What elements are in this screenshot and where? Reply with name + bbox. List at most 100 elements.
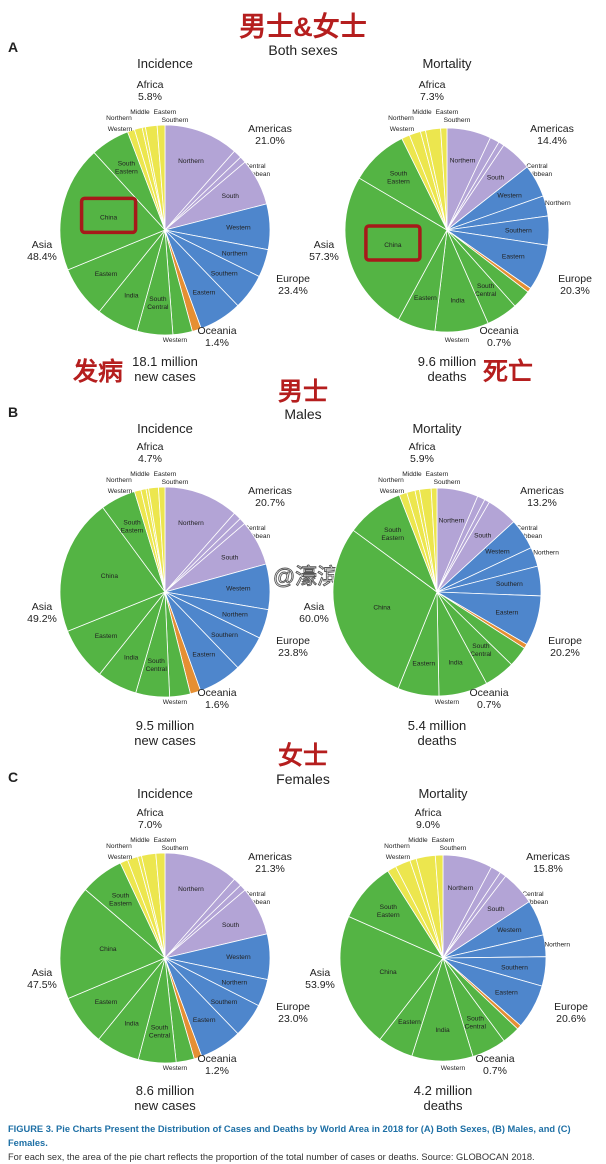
subregion-label: South: [474, 532, 492, 539]
region-percent-europe: 23.0%: [278, 1013, 308, 1025]
region-label-asia: Asia: [32, 239, 53, 251]
subregion-label: China: [100, 214, 118, 221]
chart-total-unit: new cases: [134, 369, 196, 384]
region-label-asia: Asia: [32, 601, 53, 613]
subregion-label: South Eastern: [109, 893, 132, 908]
subregion-label: South Eastern: [121, 519, 144, 534]
subregion-label: Eastern: [154, 837, 177, 844]
subregion-label: Northern: [178, 520, 204, 527]
subregion-label: Northern: [222, 612, 248, 619]
chart-title: Mortality: [422, 56, 472, 71]
region-percent-americas: 13.2%: [527, 497, 557, 509]
subregion-label: Western: [497, 927, 522, 934]
region-percent-africa: 7.3%: [420, 91, 444, 103]
region-label-oceania: Oceania: [197, 687, 236, 699]
chart-title: Incidence: [137, 786, 193, 801]
region-label-africa: Africa: [137, 807, 164, 819]
subregion-label: Western: [445, 337, 470, 344]
chart-total-unit: deaths: [427, 369, 467, 384]
pie-slice-africa-southern: [157, 486, 166, 593]
pie-slice-americas-northern: [164, 852, 236, 960]
region-percent-africa: 5.8%: [138, 91, 162, 103]
subregion-label: South Eastern: [381, 527, 404, 542]
subregion-label: India: [435, 1027, 450, 1034]
pie-slice-africa-southern: [156, 124, 166, 231]
region-label-americas: Americas: [530, 123, 574, 135]
region-percent-asia: 48.4%: [27, 251, 57, 263]
subregion-label: Western: [435, 699, 460, 706]
region-label-europe: Europe: [554, 1001, 588, 1013]
region-label-oceania: Oceania: [475, 1053, 514, 1065]
subregion-label: Middle: [130, 471, 150, 478]
subregion-label: South Central: [465, 1015, 487, 1030]
chart-total: 18.1 million: [132, 354, 198, 369]
subregion-label: Western: [108, 126, 133, 133]
subregion-label: China: [99, 946, 117, 953]
subregion-label: China: [373, 605, 391, 612]
region-label-americas: Americas: [248, 485, 292, 497]
pie-slice-americas-northern: [164, 124, 236, 232]
region-label-africa: Africa: [137, 79, 164, 91]
subregion-label: Eastern: [496, 609, 519, 616]
region-label-africa: Africa: [137, 441, 164, 453]
subregion-label: Western: [108, 854, 133, 861]
region-label-americas: Americas: [248, 851, 292, 863]
subregion-label: South Central: [470, 643, 492, 658]
chart-total: 4.2 million: [414, 1083, 473, 1098]
onset-label-cn: 发病: [72, 357, 123, 386]
china-highlight-box: [79, 196, 138, 235]
subregion-label: Northern: [222, 250, 248, 257]
subregion-label: China: [384, 242, 402, 249]
region-percent-oceania: 1.2%: [205, 1065, 229, 1077]
region-percent-americas: 21.3%: [255, 863, 285, 875]
subregion-label: Central: [526, 163, 548, 170]
region-percent-africa: 5.9%: [410, 453, 434, 465]
subregion-label: Eastern: [412, 661, 435, 668]
subregion-label: Caribbean: [240, 171, 271, 178]
pie-slice-asia-china: [59, 888, 166, 1000]
death-label-cn: 死亡: [483, 357, 533, 386]
pie-slice-africa-southern: [440, 127, 448, 231]
panel-letter-b: B: [8, 404, 18, 420]
region-percent-asia: 47.5%: [27, 979, 57, 991]
subregion-label: South: [222, 193, 240, 200]
subregion-label: Middle: [412, 109, 432, 116]
region-label-asia: Asia: [310, 967, 331, 979]
chart-total: 9.5 million: [136, 718, 195, 733]
region-percent-africa: 9.0%: [416, 819, 440, 831]
subregion-label: Northern: [106, 477, 132, 484]
pie-slice-asia-china: [339, 915, 444, 1040]
chart-total-unit: deaths: [423, 1098, 463, 1113]
subregion-label: Eastern: [398, 1019, 421, 1026]
subregion-label: Eastern: [432, 837, 455, 844]
region-percent-oceania: 1.6%: [205, 699, 229, 711]
subregion-label: China: [379, 969, 397, 976]
subregion-label: China: [101, 573, 119, 580]
subregion-label: South: [221, 554, 239, 561]
region-percent-oceania: 0.7%: [477, 699, 501, 711]
subregion-label: India: [124, 1021, 139, 1028]
caption-line-2: For each sex, the area of the pie chart …: [8, 1152, 535, 1162]
subregion-label: Central: [522, 891, 544, 898]
subregion-label: Northern: [106, 115, 132, 122]
chart-total: 8.6 million: [136, 1083, 195, 1098]
group-subtitle-males: Males: [284, 406, 321, 422]
region-label-americas: Americas: [526, 851, 570, 863]
region-percent-americas: 20.7%: [255, 497, 285, 509]
chart-total-unit: new cases: [134, 733, 196, 748]
subregion-label: South: [487, 175, 505, 182]
subregion-label: Caribbean: [522, 171, 553, 178]
subregion-label: Southern: [211, 632, 238, 639]
region-label-africa: Africa: [409, 441, 436, 453]
subregion-label: Western: [390, 126, 415, 133]
region-label-oceania: Oceania: [479, 325, 518, 337]
subregion-label: Middle: [402, 471, 422, 478]
subregion-label: Northern: [450, 157, 476, 164]
subregion-label: South Central: [146, 658, 168, 673]
region-percent-asia: 53.9%: [305, 979, 335, 991]
subregion-label: South Eastern: [377, 904, 400, 919]
china-highlight-box: [364, 224, 422, 262]
subregion-label: Southern: [162, 845, 189, 852]
heading-both-sexes-cn: 男士&女士: [239, 11, 367, 42]
